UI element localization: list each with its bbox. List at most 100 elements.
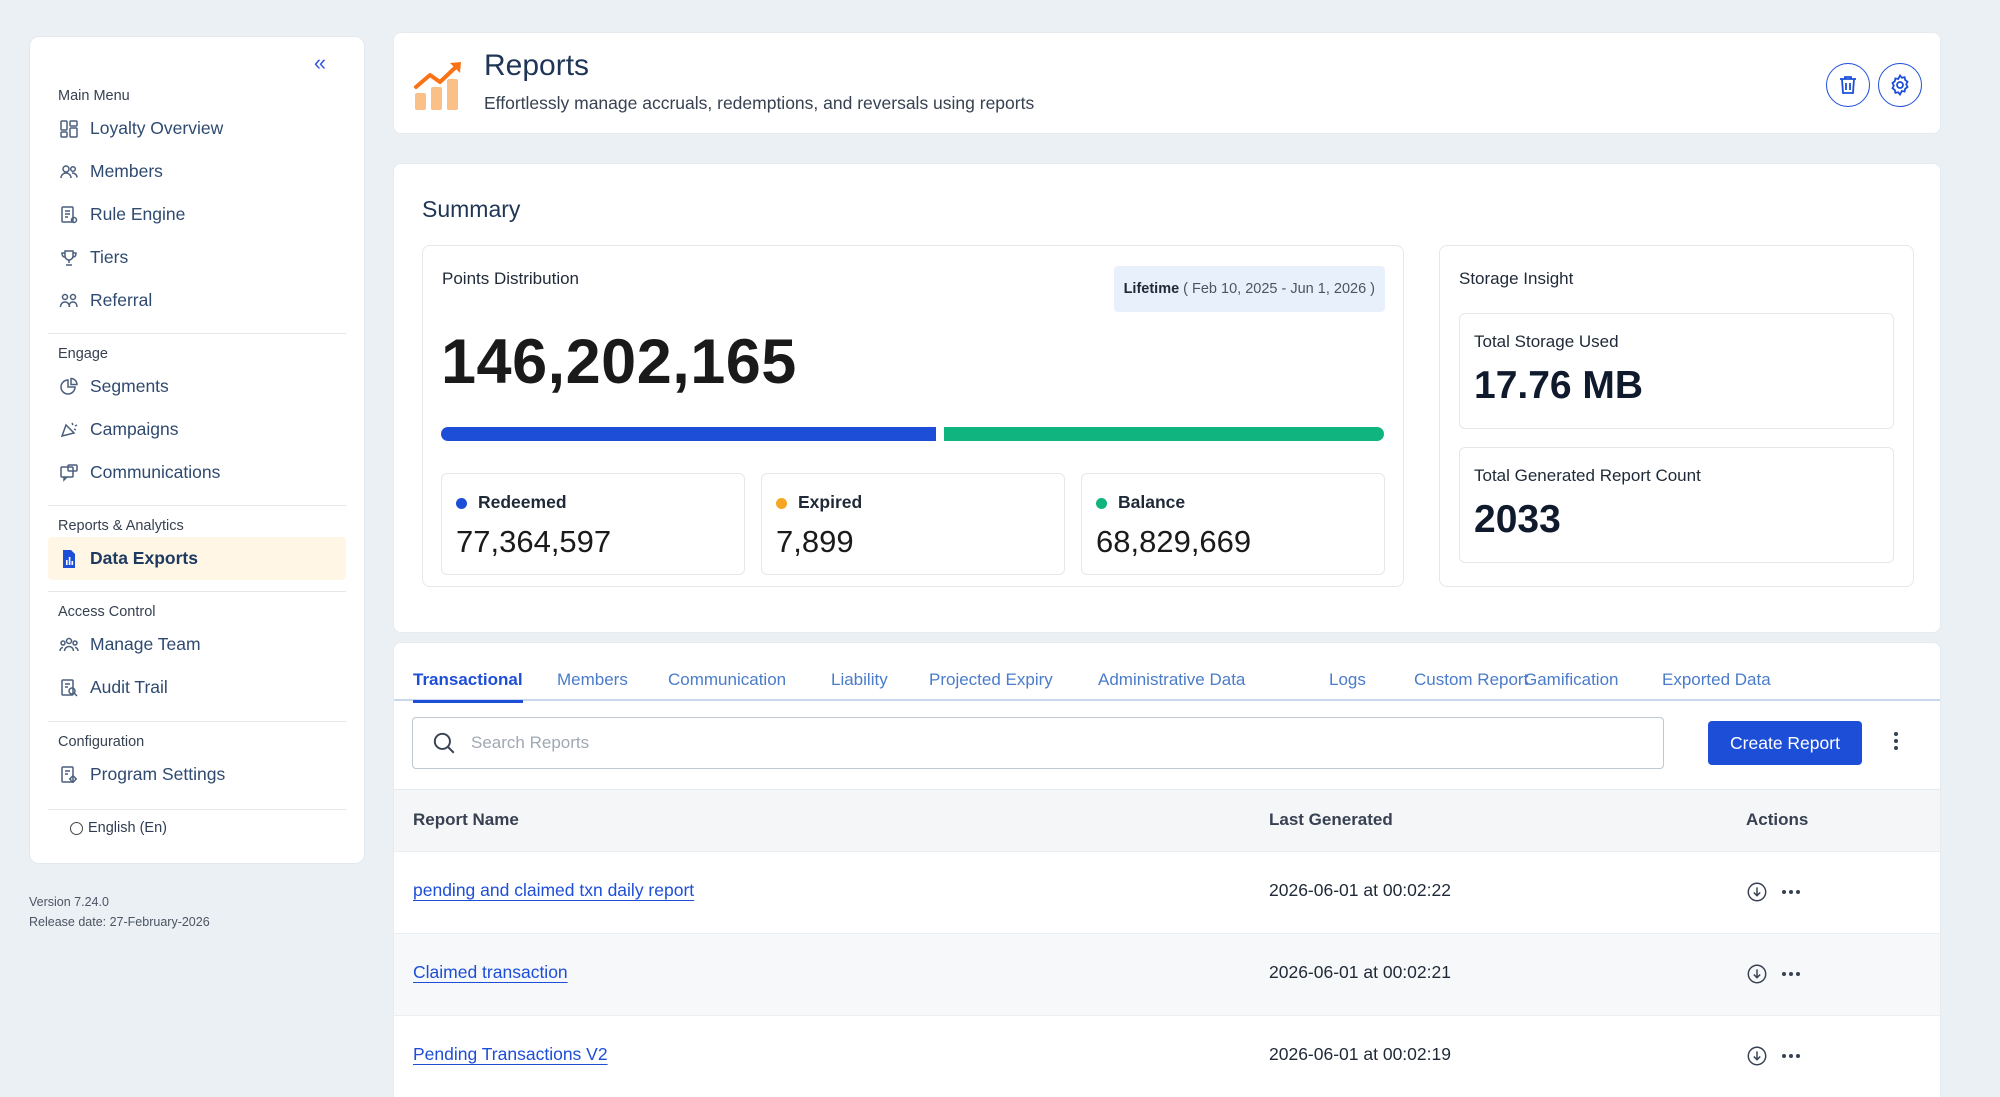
sidebar-item-audit-trail[interactable]: Audit Trail xyxy=(30,666,364,709)
release-date: Release date: 27-February-2026 xyxy=(29,915,210,929)
summary-title: Summary xyxy=(422,196,521,222)
collapse-sidebar-icon[interactable]: « xyxy=(313,50,327,75)
status-dot xyxy=(776,498,787,509)
sidebar-divider xyxy=(48,505,346,506)
column-last-generated[interactable]: Last Generated xyxy=(1269,810,1393,829)
report-name-link[interactable]: pending and claimed txn daily report xyxy=(413,880,695,900)
tab-custom-report[interactable]: Custom Report xyxy=(1414,670,1529,689)
row-more-icon[interactable] xyxy=(1782,964,1804,984)
tab-exported-data[interactable]: Exported Data xyxy=(1662,670,1771,689)
download-icon[interactable] xyxy=(1746,881,1768,903)
version-number: Version 7.24.0 xyxy=(29,895,109,909)
row-more-icon[interactable] xyxy=(1782,882,1804,902)
more-options-icon[interactable] xyxy=(1888,729,1904,757)
team-icon xyxy=(58,634,80,656)
report-tabs: Transactional Members Communication Liab… xyxy=(394,665,1940,703)
range-label: Lifetime xyxy=(1123,281,1180,297)
storage-used-value: 17.76 MB xyxy=(1474,364,1644,407)
sidebar-item-loyalty-overview[interactable]: Loyalty Overview xyxy=(30,107,364,150)
storage-insight-card: Storage Insight Total Storage Used 17.76… xyxy=(1439,245,1914,587)
sidebar-item-campaigns[interactable]: Campaigns xyxy=(30,408,364,451)
sidebar-divider xyxy=(48,721,346,722)
distribution-segment-balance xyxy=(943,427,1384,441)
trophy-icon xyxy=(58,247,80,269)
stat-label: Redeemed xyxy=(478,492,567,512)
download-icon[interactable] xyxy=(1746,1045,1768,1067)
table-header: Report Name Last Generated Actions xyxy=(394,789,1940,851)
report-name-link[interactable]: Pending Transactions V2 xyxy=(413,1044,608,1064)
rules-icon xyxy=(58,204,80,226)
sidebar-item-tiers[interactable]: Tiers xyxy=(30,236,364,279)
sidebar-heading: Main Menu xyxy=(58,88,130,104)
last-generated: 2026-06-01 at 00:02:21 xyxy=(1269,962,1451,982)
table-row: pending and claimed txn daily report 202… xyxy=(394,851,1940,933)
download-icon[interactable] xyxy=(1746,963,1768,985)
column-actions: Actions xyxy=(1746,810,1809,829)
storage-used-label: Total Storage Used xyxy=(1474,332,1619,351)
page-title: Reports xyxy=(484,49,590,82)
stat-value: 77,364,597 xyxy=(456,524,612,559)
tab-liability[interactable]: Liability xyxy=(831,670,888,689)
sidebar-item-referral[interactable]: Referral xyxy=(30,279,364,322)
row-more-icon[interactable] xyxy=(1782,1046,1804,1066)
language-selector[interactable]: English (En) xyxy=(70,820,167,836)
sidebar-heading: Reports & Analytics xyxy=(58,518,184,534)
search-box xyxy=(412,717,1664,769)
table-row: Pending Transactions V2 2026-06-01 at 00… xyxy=(394,1015,1940,1097)
sidebar-item-label: Communications xyxy=(90,462,221,482)
version-info: Version 7.24.0 Release date: 27-February… xyxy=(29,892,210,932)
sidebar-item-label: Referral xyxy=(90,290,153,310)
delete-button[interactable] xyxy=(1826,63,1870,107)
settings-button[interactable] xyxy=(1878,63,1922,107)
tab-gamification[interactable]: Gamification xyxy=(1524,670,1619,689)
stat-value: 7,899 xyxy=(776,524,854,559)
distribution-segment-redeemed xyxy=(441,427,936,441)
chat-icon xyxy=(58,462,80,484)
table-row: Claimed transaction 2026-06-01 at 00:02:… xyxy=(394,933,1940,1015)
date-range-badge[interactable]: Lifetime ( Feb 10, 2025 - Jun 1, 2026 ) xyxy=(1113,266,1385,312)
sidebar-item-program-settings[interactable]: Program Settings xyxy=(30,753,364,796)
status-dot xyxy=(1096,498,1107,509)
distribution-bar xyxy=(441,427,1384,441)
sidebar-item-label: Rule Engine xyxy=(90,204,186,224)
report-count-label: Total Generated Report Count xyxy=(1474,466,1701,485)
stat-value: 68,829,669 xyxy=(1096,524,1252,559)
sidebar-divider xyxy=(48,809,346,810)
sidebar-item-segments[interactable]: Segments xyxy=(30,365,364,408)
search-input[interactable] xyxy=(471,733,1663,753)
sidebar-item-data-exports[interactable]: Data Exports xyxy=(48,537,346,580)
users-icon xyxy=(58,161,80,183)
create-report-button[interactable]: Create Report xyxy=(1708,721,1862,765)
audit-icon xyxy=(58,677,80,699)
megaphone-icon xyxy=(58,419,80,441)
report-name-link[interactable]: Claimed transaction xyxy=(413,962,568,982)
sidebar-item-label: Members xyxy=(90,161,163,181)
sidebar-section-reports: Reports & Analytics Data Exports xyxy=(30,515,364,580)
tab-transactional[interactable]: Transactional xyxy=(413,665,523,703)
column-report-name[interactable]: Report Name xyxy=(413,810,519,829)
tab-members[interactable]: Members xyxy=(557,670,628,689)
sidebar-item-communications[interactable]: Communications xyxy=(30,451,364,494)
sidebar-item-label: Campaigns xyxy=(90,419,179,439)
stat-label: Expired xyxy=(798,492,863,512)
sidebar-item-label: Segments xyxy=(90,376,169,396)
last-generated: 2026-06-01 at 00:02:22 xyxy=(1269,880,1451,900)
tab-administrative-data[interactable]: Administrative Data xyxy=(1098,670,1246,689)
sidebar-item-manage-team[interactable]: Manage Team xyxy=(30,623,364,666)
sidebar-item-rule-engine[interactable]: Rule Engine xyxy=(30,193,364,236)
points-distribution-card: Points Distribution Lifetime ( Feb 10, 2… xyxy=(422,245,1404,587)
sidebar-item-members[interactable]: Members xyxy=(30,150,364,193)
sidebar-section-configuration: Configuration Program Settings xyxy=(30,731,364,796)
report-count-value: 2033 xyxy=(1474,498,1561,541)
file-chart-icon xyxy=(58,548,80,570)
tab-projected-expiry[interactable]: Projected Expiry xyxy=(929,670,1053,689)
pie-icon xyxy=(58,376,80,398)
storage-insight-label: Storage Insight xyxy=(1459,269,1574,288)
language-label: English (En) xyxy=(88,820,167,836)
tab-communication[interactable]: Communication xyxy=(668,670,787,689)
sidebar-divider xyxy=(48,333,346,334)
points-distribution-label: Points Distribution xyxy=(442,269,580,288)
stat-balance: Balance 68,829,669 xyxy=(1081,473,1385,575)
tab-logs[interactable]: Logs xyxy=(1329,670,1366,689)
dashboard-icon xyxy=(58,118,80,140)
